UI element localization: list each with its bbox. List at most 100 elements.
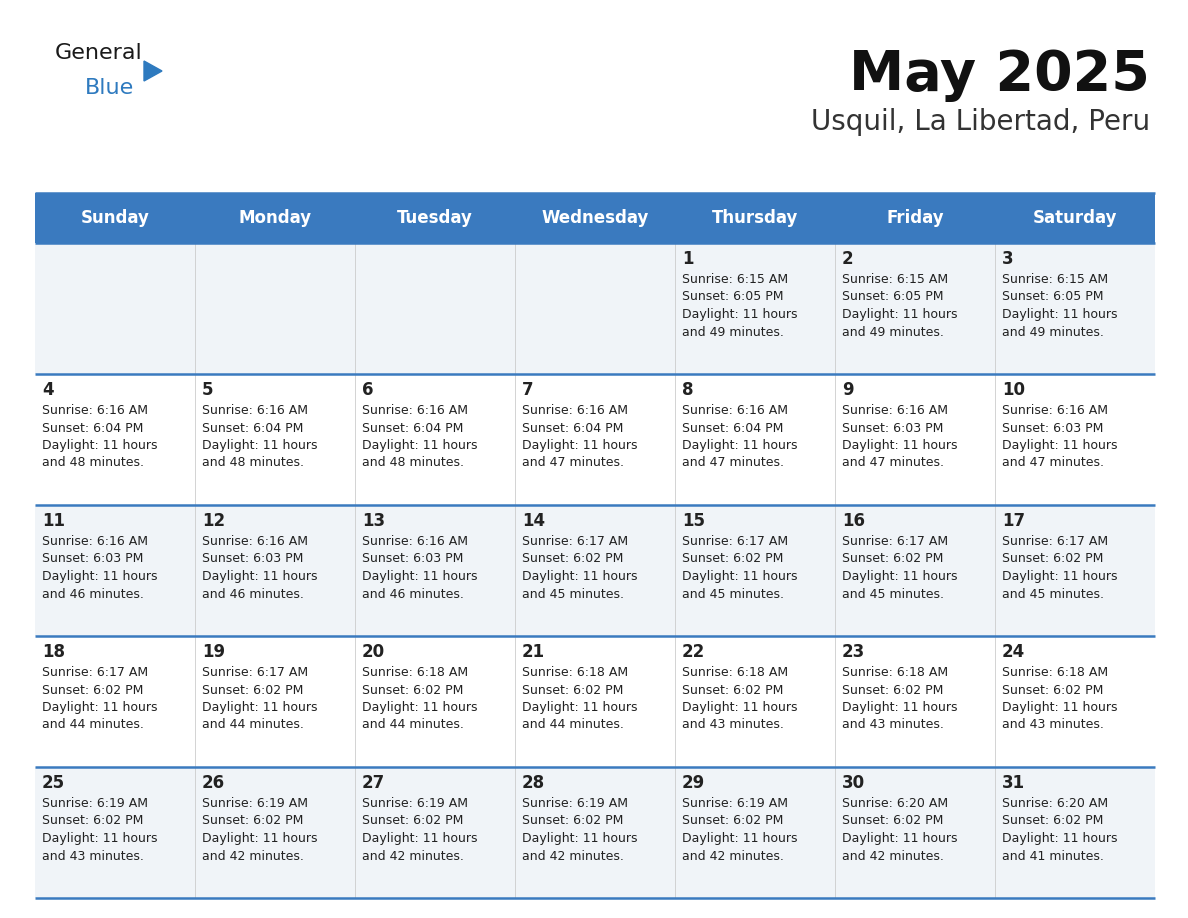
Text: Sunrise: 6:19 AM
Sunset: 6:02 PM
Daylight: 11 hours
and 42 minutes.: Sunrise: 6:19 AM Sunset: 6:02 PM Dayligh… bbox=[522, 797, 638, 863]
Bar bbox=[675, 505, 835, 636]
Text: 24: 24 bbox=[1001, 643, 1025, 661]
Text: Sunrise: 6:19 AM
Sunset: 6:02 PM
Daylight: 11 hours
and 42 minutes.: Sunrise: 6:19 AM Sunset: 6:02 PM Dayligh… bbox=[682, 797, 797, 863]
Bar bbox=[996, 767, 1155, 898]
Bar bbox=[34, 193, 195, 243]
Bar bbox=[516, 193, 675, 243]
Text: 20: 20 bbox=[362, 643, 385, 661]
Text: Sunrise: 6:15 AM
Sunset: 6:05 PM
Daylight: 11 hours
and 49 minutes.: Sunrise: 6:15 AM Sunset: 6:05 PM Dayligh… bbox=[1001, 273, 1118, 339]
Text: 12: 12 bbox=[202, 512, 225, 530]
Text: 22: 22 bbox=[682, 643, 706, 661]
Text: 9: 9 bbox=[842, 381, 854, 399]
Bar bbox=[34, 505, 195, 636]
Text: 13: 13 bbox=[362, 512, 385, 530]
Bar bbox=[675, 243, 835, 374]
Text: Sunrise: 6:16 AM
Sunset: 6:03 PM
Daylight: 11 hours
and 47 minutes.: Sunrise: 6:16 AM Sunset: 6:03 PM Dayligh… bbox=[842, 404, 958, 469]
Text: Sunrise: 6:15 AM
Sunset: 6:05 PM
Daylight: 11 hours
and 49 minutes.: Sunrise: 6:15 AM Sunset: 6:05 PM Dayligh… bbox=[842, 273, 958, 339]
Text: 31: 31 bbox=[1001, 774, 1025, 792]
Bar bbox=[835, 193, 996, 243]
Text: Sunrise: 6:16 AM
Sunset: 6:03 PM
Daylight: 11 hours
and 47 minutes.: Sunrise: 6:16 AM Sunset: 6:03 PM Dayligh… bbox=[1001, 404, 1118, 469]
Bar bbox=[355, 193, 516, 243]
Text: Sunday: Sunday bbox=[81, 209, 150, 227]
Text: 8: 8 bbox=[682, 381, 694, 399]
Text: 18: 18 bbox=[42, 643, 65, 661]
Text: 11: 11 bbox=[42, 512, 65, 530]
Text: Sunrise: 6:18 AM
Sunset: 6:02 PM
Daylight: 11 hours
and 43 minutes.: Sunrise: 6:18 AM Sunset: 6:02 PM Dayligh… bbox=[682, 666, 797, 732]
Text: Sunrise: 6:16 AM
Sunset: 6:04 PM
Daylight: 11 hours
and 48 minutes.: Sunrise: 6:16 AM Sunset: 6:04 PM Dayligh… bbox=[202, 404, 317, 469]
Text: Sunrise: 6:18 AM
Sunset: 6:02 PM
Daylight: 11 hours
and 44 minutes.: Sunrise: 6:18 AM Sunset: 6:02 PM Dayligh… bbox=[522, 666, 638, 732]
Text: Sunrise: 6:16 AM
Sunset: 6:03 PM
Daylight: 11 hours
and 46 minutes.: Sunrise: 6:16 AM Sunset: 6:03 PM Dayligh… bbox=[202, 535, 317, 600]
Bar bbox=[516, 505, 675, 636]
Text: Saturday: Saturday bbox=[1032, 209, 1117, 227]
Text: 27: 27 bbox=[362, 774, 385, 792]
Text: Sunrise: 6:18 AM
Sunset: 6:02 PM
Daylight: 11 hours
and 44 minutes.: Sunrise: 6:18 AM Sunset: 6:02 PM Dayligh… bbox=[362, 666, 478, 732]
Bar bbox=[195, 505, 355, 636]
Text: Usquil, La Libertad, Peru: Usquil, La Libertad, Peru bbox=[811, 108, 1150, 136]
Text: Sunrise: 6:16 AM
Sunset: 6:03 PM
Daylight: 11 hours
and 46 minutes.: Sunrise: 6:16 AM Sunset: 6:03 PM Dayligh… bbox=[42, 535, 158, 600]
Text: Sunrise: 6:16 AM
Sunset: 6:04 PM
Daylight: 11 hours
and 48 minutes.: Sunrise: 6:16 AM Sunset: 6:04 PM Dayligh… bbox=[42, 404, 158, 469]
Text: Sunrise: 6:16 AM
Sunset: 6:03 PM
Daylight: 11 hours
and 46 minutes.: Sunrise: 6:16 AM Sunset: 6:03 PM Dayligh… bbox=[362, 535, 478, 600]
Text: Sunrise: 6:19 AM
Sunset: 6:02 PM
Daylight: 11 hours
and 42 minutes.: Sunrise: 6:19 AM Sunset: 6:02 PM Dayligh… bbox=[362, 797, 478, 863]
Text: 29: 29 bbox=[682, 774, 706, 792]
Bar bbox=[835, 636, 996, 767]
Text: Sunrise: 6:16 AM
Sunset: 6:04 PM
Daylight: 11 hours
and 47 minutes.: Sunrise: 6:16 AM Sunset: 6:04 PM Dayligh… bbox=[682, 404, 797, 469]
Text: 14: 14 bbox=[522, 512, 545, 530]
Text: Sunrise: 6:17 AM
Sunset: 6:02 PM
Daylight: 11 hours
and 44 minutes.: Sunrise: 6:17 AM Sunset: 6:02 PM Dayligh… bbox=[42, 666, 158, 732]
Text: Sunrise: 6:20 AM
Sunset: 6:02 PM
Daylight: 11 hours
and 41 minutes.: Sunrise: 6:20 AM Sunset: 6:02 PM Dayligh… bbox=[1001, 797, 1118, 863]
Text: 23: 23 bbox=[842, 643, 865, 661]
Bar bbox=[195, 767, 355, 898]
Bar bbox=[34, 767, 195, 898]
Bar bbox=[355, 767, 516, 898]
Text: Thursday: Thursday bbox=[712, 209, 798, 227]
Bar bbox=[996, 243, 1155, 374]
Text: 17: 17 bbox=[1001, 512, 1025, 530]
Text: 30: 30 bbox=[842, 774, 865, 792]
Text: 26: 26 bbox=[202, 774, 225, 792]
Text: Sunrise: 6:18 AM
Sunset: 6:02 PM
Daylight: 11 hours
and 43 minutes.: Sunrise: 6:18 AM Sunset: 6:02 PM Dayligh… bbox=[842, 666, 958, 732]
Text: Sunrise: 6:17 AM
Sunset: 6:02 PM
Daylight: 11 hours
and 44 minutes.: Sunrise: 6:17 AM Sunset: 6:02 PM Dayligh… bbox=[202, 666, 317, 732]
Bar bbox=[195, 374, 355, 505]
Text: Sunrise: 6:19 AM
Sunset: 6:02 PM
Daylight: 11 hours
and 42 minutes.: Sunrise: 6:19 AM Sunset: 6:02 PM Dayligh… bbox=[202, 797, 317, 863]
Text: Friday: Friday bbox=[886, 209, 943, 227]
Text: 6: 6 bbox=[362, 381, 373, 399]
Text: 25: 25 bbox=[42, 774, 65, 792]
Text: Sunrise: 6:16 AM
Sunset: 6:04 PM
Daylight: 11 hours
and 48 minutes.: Sunrise: 6:16 AM Sunset: 6:04 PM Dayligh… bbox=[362, 404, 478, 469]
Text: 21: 21 bbox=[522, 643, 545, 661]
Bar bbox=[516, 374, 675, 505]
Text: May 2025: May 2025 bbox=[849, 48, 1150, 102]
Text: 5: 5 bbox=[202, 381, 214, 399]
Bar bbox=[516, 636, 675, 767]
Text: 10: 10 bbox=[1001, 381, 1025, 399]
Text: Blue: Blue bbox=[86, 78, 134, 98]
Bar bbox=[355, 243, 516, 374]
Bar bbox=[34, 374, 195, 505]
Bar bbox=[355, 505, 516, 636]
Text: Tuesday: Tuesday bbox=[397, 209, 473, 227]
Text: General: General bbox=[55, 43, 143, 63]
Text: 15: 15 bbox=[682, 512, 704, 530]
Bar bbox=[516, 243, 675, 374]
Text: Sunrise: 6:20 AM
Sunset: 6:02 PM
Daylight: 11 hours
and 42 minutes.: Sunrise: 6:20 AM Sunset: 6:02 PM Dayligh… bbox=[842, 797, 958, 863]
Bar bbox=[516, 767, 675, 898]
Text: Sunrise: 6:16 AM
Sunset: 6:04 PM
Daylight: 11 hours
and 47 minutes.: Sunrise: 6:16 AM Sunset: 6:04 PM Dayligh… bbox=[522, 404, 638, 469]
Text: Sunrise: 6:17 AM
Sunset: 6:02 PM
Daylight: 11 hours
and 45 minutes.: Sunrise: 6:17 AM Sunset: 6:02 PM Dayligh… bbox=[1001, 535, 1118, 600]
Bar bbox=[195, 636, 355, 767]
Text: Sunrise: 6:15 AM
Sunset: 6:05 PM
Daylight: 11 hours
and 49 minutes.: Sunrise: 6:15 AM Sunset: 6:05 PM Dayligh… bbox=[682, 273, 797, 339]
Text: Sunrise: 6:18 AM
Sunset: 6:02 PM
Daylight: 11 hours
and 43 minutes.: Sunrise: 6:18 AM Sunset: 6:02 PM Dayligh… bbox=[1001, 666, 1118, 732]
Bar bbox=[835, 767, 996, 898]
Bar bbox=[675, 374, 835, 505]
Bar bbox=[675, 636, 835, 767]
Bar bbox=[355, 636, 516, 767]
Text: Sunrise: 6:19 AM
Sunset: 6:02 PM
Daylight: 11 hours
and 43 minutes.: Sunrise: 6:19 AM Sunset: 6:02 PM Dayligh… bbox=[42, 797, 158, 863]
Bar bbox=[996, 193, 1155, 243]
Text: 28: 28 bbox=[522, 774, 545, 792]
Bar bbox=[675, 193, 835, 243]
Bar bbox=[195, 243, 355, 374]
Bar bbox=[835, 243, 996, 374]
Text: Wednesday: Wednesday bbox=[542, 209, 649, 227]
Bar bbox=[835, 374, 996, 505]
Text: Sunrise: 6:17 AM
Sunset: 6:02 PM
Daylight: 11 hours
and 45 minutes.: Sunrise: 6:17 AM Sunset: 6:02 PM Dayligh… bbox=[682, 535, 797, 600]
Text: 1: 1 bbox=[682, 250, 694, 268]
Bar bbox=[675, 767, 835, 898]
Text: 19: 19 bbox=[202, 643, 225, 661]
Text: 3: 3 bbox=[1001, 250, 1013, 268]
